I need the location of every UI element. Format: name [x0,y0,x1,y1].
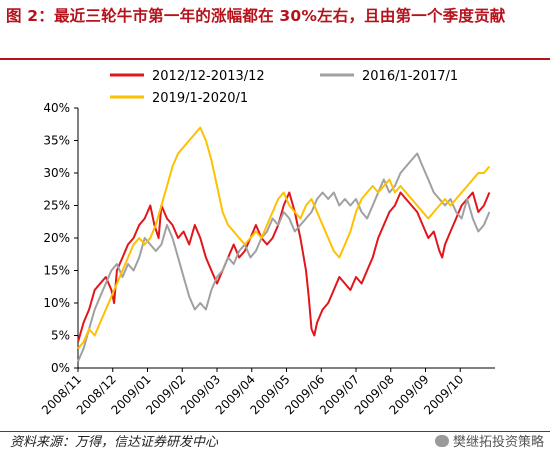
legend-label: 2016/1-2017/1 [362,69,458,84]
title-divider [0,58,550,60]
legend-label: 2019/1-2020/1 [152,91,248,106]
source-note: 资料来源：万得，信达证券研发中心 [10,435,219,450]
y-tick-label: 0% [51,361,70,375]
footer-divider [0,431,550,432]
y-tick-label: 30% [43,166,70,180]
chart-axes: 0%5%10%15%20%25%30%35%40%2008/112008/122… [39,101,495,417]
watermark-text: 樊继拓投资策略 [452,435,544,450]
y-tick-label: 40% [43,101,70,115]
legend-label: 2012/12-2013/12 [152,69,265,84]
line-chart: 0%5%10%15%20%25%30%35%40%2008/112008/122… [39,69,495,417]
chart-title: 图 2：最近三轮牛市第一年的涨幅都在 30%左右，且由第一个季度贡献 [6,7,506,25]
watermark: 樊继拓投资策略 [434,433,544,453]
y-tick-label: 10% [43,296,70,310]
y-tick-label: 5% [51,329,70,343]
y-tick-label: 25% [43,199,70,213]
series-line [77,152,491,362]
y-tick-label: 15% [43,264,70,278]
wechat-icon [434,435,449,447]
series-line [77,191,491,343]
series-line [77,126,491,350]
y-tick-label: 20% [43,231,70,245]
chart-series [77,126,491,362]
y-tick-label: 35% [43,134,70,148]
chart-legend: 2012/12-2013/12 2016/1-2017/1 2019/1-2020/… [110,69,458,106]
